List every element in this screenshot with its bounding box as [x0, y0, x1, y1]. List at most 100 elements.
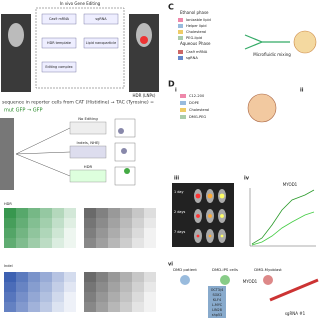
heat-cell: [52, 282, 64, 292]
factor: SOX2: [212, 293, 221, 297]
step: Microfluidic mixing: [253, 52, 291, 57]
heat-cell: [28, 282, 40, 292]
heat-cell: [4, 228, 16, 238]
sub-label: iv: [244, 176, 250, 182]
signal: [208, 234, 212, 238]
step-box: [41, 61, 77, 73]
icon: [178, 50, 183, 54]
heat-cell: [4, 302, 16, 312]
cell: [263, 275, 273, 285]
heat-cell: [4, 282, 16, 292]
heat-cell: [28, 302, 40, 312]
step: DMD patient: [173, 267, 197, 272]
factor: shp53: [212, 313, 222, 317]
signal: [196, 234, 200, 238]
panel-label: C: [168, 3, 174, 12]
myoblast: [269, 278, 319, 302]
step: sgRNA: [95, 17, 107, 21]
heat-cell: [132, 208, 144, 218]
heat-cell: [4, 238, 16, 248]
day: 1 day: [174, 190, 183, 194]
heat-cell: [108, 272, 120, 282]
heat-cell: [40, 272, 52, 282]
cell: [220, 275, 230, 285]
heat-cell: [4, 292, 16, 302]
outcome: HDR: [84, 164, 93, 169]
cell-cloud: [118, 128, 124, 134]
heat-cell: [52, 208, 64, 218]
heat-cell: [40, 302, 52, 312]
signal: [219, 193, 225, 199]
factor-box: [208, 286, 226, 318]
heat-cell: [132, 218, 144, 228]
heat-cell: [96, 208, 108, 218]
cell: [180, 275, 190, 285]
heat-cell: [144, 292, 156, 302]
heat-cell: [84, 282, 96, 292]
signal: [207, 193, 213, 199]
heat-cell: [40, 208, 52, 218]
heat-cell: [120, 218, 132, 228]
outcome: Indels, NHEJ: [77, 140, 100, 145]
icon: [178, 18, 183, 22]
heat-cell: [64, 228, 76, 238]
component: Cas9 mRNA: [186, 50, 208, 54]
step: Lipid nanoparticle: [86, 41, 116, 45]
gene: MYOD1: [243, 279, 258, 284]
component: Cholesterol: [189, 108, 209, 112]
heat-cell: [64, 272, 76, 282]
outcome: No Editing: [78, 116, 98, 121]
frame: [35, 7, 125, 89]
icon: [180, 101, 186, 105]
step: Editing complex: [45, 65, 72, 69]
signal: [220, 214, 224, 218]
trace: [251, 211, 315, 246]
heat-cell: [84, 272, 96, 282]
heat-cell: [132, 238, 144, 248]
heat-cell: [52, 218, 64, 228]
signal: [220, 234, 224, 238]
heat-cell: [132, 302, 144, 312]
step: HDR template: [47, 41, 71, 45]
heat-cell: [4, 218, 16, 228]
heat-cell: [16, 228, 28, 238]
mixer: [244, 34, 290, 50]
heat-cell: [132, 292, 144, 302]
step: DMD-iPS cells: [212, 267, 238, 272]
row-box: [69, 169, 107, 183]
heat-cell: [132, 272, 144, 282]
step-box: [41, 37, 77, 49]
signal: [140, 36, 148, 44]
heat-cell: [4, 272, 16, 282]
nanoparticle: [247, 93, 277, 123]
sub-label: iii: [174, 176, 179, 182]
heat-cell: [132, 228, 144, 238]
heat-cell: [132, 282, 144, 292]
heat-cell: [52, 228, 64, 238]
heat-cell: [16, 208, 28, 218]
arrow: [15, 153, 71, 177]
heat-cell: [144, 238, 156, 248]
heat-cell: [16, 282, 28, 292]
heat-cell: [144, 218, 156, 228]
chart-title: MYOD1: [283, 182, 298, 187]
heat-cell: [28, 238, 40, 248]
heat-cell: [108, 228, 120, 238]
component: Ionizable lipid: [186, 18, 211, 22]
title: In vivo Gene Editing: [60, 1, 101, 6]
heat-cell: [64, 238, 76, 248]
component: C12-200: [189, 94, 205, 98]
icon: [178, 36, 183, 40]
heat-cell: [64, 282, 76, 292]
heat-cell: [84, 228, 96, 238]
icon: [180, 94, 186, 98]
heat-cell: [120, 272, 132, 282]
phase: Aqueous Phase: [180, 41, 211, 46]
factor: OCT3/4: [211, 288, 224, 292]
heat-cell: [96, 302, 108, 312]
heat-cell: [4, 208, 16, 218]
heat-cell: [64, 292, 76, 302]
step-box: [83, 37, 119, 49]
heat-cell: [120, 292, 132, 302]
